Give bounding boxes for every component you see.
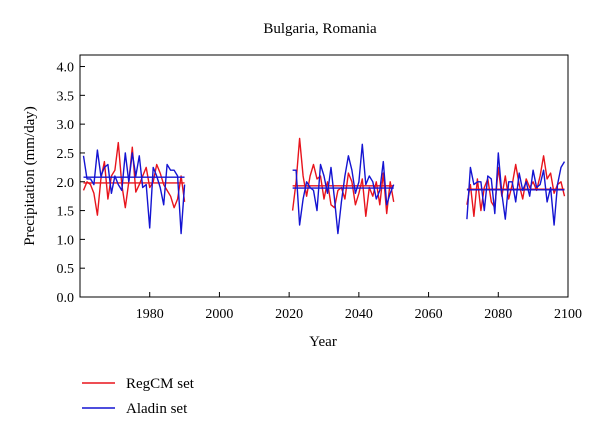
aladin-set-series-line: [292, 143, 395, 235]
legend: RegCM set Aladin set: [82, 376, 195, 417]
x-tick-label: 2100: [554, 307, 582, 322]
x-tick-label: 2020: [275, 307, 303, 322]
series-layer: [82, 137, 566, 235]
regcm-set-legend-label: RegCM set: [126, 376, 195, 392]
aladin-set-series-line: [466, 152, 566, 226]
y-tick-label: 3.5: [57, 89, 75, 104]
y-tick-label: 0.5: [57, 262, 75, 277]
y-tick-label: 2.0: [57, 176, 75, 191]
x-axis: 1980 2000 2020 2040 2060 2080 2100: [136, 292, 582, 322]
regcm-set-series-line: [82, 141, 186, 216]
y-tick-label: 1.0: [57, 233, 75, 248]
chart-title: Bulgaria, Romania: [263, 21, 377, 37]
x-tick-label: 2080: [484, 307, 512, 322]
y-tick-label: 2.5: [57, 147, 75, 162]
y-axis: 0.0 0.5 1.0 1.5 2.0 2.5 3.0 3.5 4.0: [57, 61, 85, 306]
x-axis-label: Year: [309, 334, 337, 350]
plot-frame: [79, 54, 569, 298]
x-tick-label: 2000: [205, 307, 233, 322]
x-tick-label: 2060: [415, 307, 443, 322]
x-tick-label: 1980: [136, 307, 164, 322]
regcm-set-series-line: [291, 137, 395, 218]
y-tick-label: 3.0: [57, 118, 75, 133]
y-tick-label: 4.0: [57, 61, 75, 76]
aladin-set-series-line: [82, 149, 186, 235]
x-tick-label: 2040: [345, 307, 373, 322]
y-axis-label: Precipitation (mm/day): [22, 106, 38, 246]
y-tick-label: 0.0: [57, 291, 75, 306]
y-tick-label: 1.5: [57, 205, 75, 220]
aladin-set-legend-label: Aladin set: [126, 401, 188, 417]
